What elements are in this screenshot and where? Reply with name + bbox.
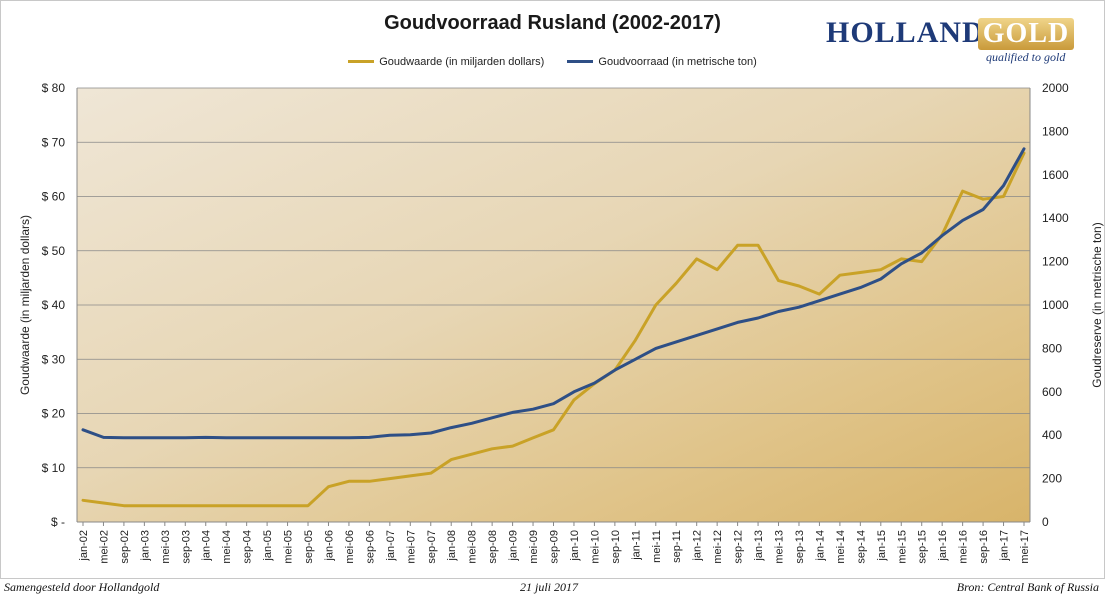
y-tick-label-right: 800 xyxy=(1042,341,1062,355)
x-tick-label: jan-09 xyxy=(508,530,520,562)
x-tick-label: mei-10 xyxy=(589,530,601,564)
legend-item-gold-reserve: Goudvoorraad (in metrische ton) xyxy=(567,55,757,68)
x-tick-label: sep-06 xyxy=(364,530,376,564)
y-tick-label-right: 1200 xyxy=(1042,255,1069,269)
footer-source: Bron: Central Bank of Russia xyxy=(956,580,1099,594)
chart-legend: Goudwaarde (in miljarden dollars) Goudvo… xyxy=(0,54,1105,68)
x-tick-label: jan-02 xyxy=(78,530,90,562)
legend-swatch-gold-reserve xyxy=(567,60,594,63)
chart-title: Goudvoorraad Rusland (2002-2017) xyxy=(384,12,721,34)
x-tick-label: mei-17 xyxy=(1019,530,1031,564)
y-tick-label-right: 2000 xyxy=(1042,81,1069,95)
hollandgold-logo: HOLLAND GOLD qualified to gold xyxy=(820,14,1090,66)
x-tick-label: mei-04 xyxy=(221,530,233,564)
y-tick-label-left: $ 20 xyxy=(42,407,66,421)
y-tick-label-left: $ - xyxy=(51,515,65,529)
footer-date: 21 juli 2017 xyxy=(520,580,579,594)
x-tick-label: jan-12 xyxy=(692,530,704,562)
x-tick-label: mei-09 xyxy=(528,530,540,564)
x-tick-label: sep-05 xyxy=(303,530,315,564)
x-tick-label: jan-16 xyxy=(937,530,949,562)
x-tick-label: mei-05 xyxy=(283,530,295,564)
x-tick-label: sep-12 xyxy=(733,530,745,564)
y-tick-label-left: $ 30 xyxy=(42,352,66,366)
logo-brand-text: HOLLAND xyxy=(826,16,985,49)
x-tick-label: mei-13 xyxy=(774,530,786,564)
y-tick-label-left: $ 80 xyxy=(42,81,66,95)
x-tick-label: jan-03 xyxy=(139,530,151,562)
y-tick-label-right: 600 xyxy=(1042,385,1062,399)
footer-compiled-by: Samengesteld door Hollandgold xyxy=(4,580,160,594)
y-tick-label-right: 1600 xyxy=(1042,168,1069,182)
x-tick-label: jan-05 xyxy=(262,530,274,562)
x-tick-label: sep-07 xyxy=(426,530,438,564)
x-tick-label: jan-17 xyxy=(999,530,1011,562)
y-tick-label-left: $ 40 xyxy=(42,298,66,312)
x-tick-label: mei-14 xyxy=(835,530,847,564)
x-tick-label: jan-11 xyxy=(630,530,642,561)
x-tick-label: sep-15 xyxy=(917,530,929,564)
x-tick-label: mei-15 xyxy=(896,530,908,564)
x-tick-label: jan-13 xyxy=(753,530,765,562)
x-tick-label: sep-14 xyxy=(855,530,867,564)
x-tick-label: jan-06 xyxy=(323,530,335,562)
x-tick-label: jan-08 xyxy=(446,530,458,562)
x-tick-label: sep-03 xyxy=(180,530,192,564)
x-tick-label: mei-08 xyxy=(467,530,479,564)
x-tick-label: jan-04 xyxy=(201,530,213,562)
x-tick-label: jan-07 xyxy=(385,530,397,562)
legend-label-gold-value: Goudwaarde (in miljarden dollars) xyxy=(379,55,545,68)
x-tick-label: sep-10 xyxy=(610,530,622,564)
series-line-gold-value xyxy=(81,151,1026,508)
x-tick-label: jan-10 xyxy=(569,530,581,562)
y-tick-label-left: $ 70 xyxy=(42,135,66,149)
x-tick-label: jan-14 xyxy=(814,530,826,562)
y-tick-label-left: $ 50 xyxy=(42,244,66,258)
x-tick-label: sep-16 xyxy=(978,530,990,564)
legend-item-gold-value: Goudwaarde (in miljarden dollars) xyxy=(348,56,544,68)
x-tick-label: mei-06 xyxy=(344,530,356,564)
x-tick-label: jan-15 xyxy=(876,530,888,562)
y-tick-label-right: 1800 xyxy=(1042,124,1069,138)
x-tick-label: mei-02 xyxy=(98,530,110,564)
x-tick-label: mei-07 xyxy=(405,530,417,564)
y-tick-label-right: 1400 xyxy=(1042,211,1069,225)
logo-brand-accent: GOLD xyxy=(978,18,1074,50)
logo-tagline: qualified to gold xyxy=(986,50,1066,64)
x-tick-label: sep-13 xyxy=(794,530,806,564)
x-tick-label: mei-03 xyxy=(160,530,172,564)
y-tick-label-left: $ 10 xyxy=(42,461,66,475)
y-tick-label-right: 400 xyxy=(1042,428,1062,442)
x-tick-label: mei-12 xyxy=(712,530,724,564)
x-tick-label: sep-04 xyxy=(242,530,254,564)
x-tick-label: sep-08 xyxy=(487,530,499,564)
x-tick-label: mei-11 xyxy=(651,530,663,563)
x-tick-label: sep-02 xyxy=(119,530,131,564)
y-tick-label-right: 1000 xyxy=(1042,298,1069,312)
x-tick-label: sep-09 xyxy=(549,530,561,564)
legend-swatch-gold-value xyxy=(348,60,375,63)
y-tick-label-right: 0 xyxy=(1042,515,1049,529)
y-tick-label-left: $ 60 xyxy=(42,190,66,204)
x-tick-label: sep-11 xyxy=(671,530,683,563)
legend-label-gold-reserve: Goudvoorraad (in metrische ton) xyxy=(598,55,757,68)
y-tick-label-right: 200 xyxy=(1042,472,1062,486)
series-line-gold-reserve xyxy=(81,147,1026,440)
x-tick-label: mei-16 xyxy=(958,530,970,564)
